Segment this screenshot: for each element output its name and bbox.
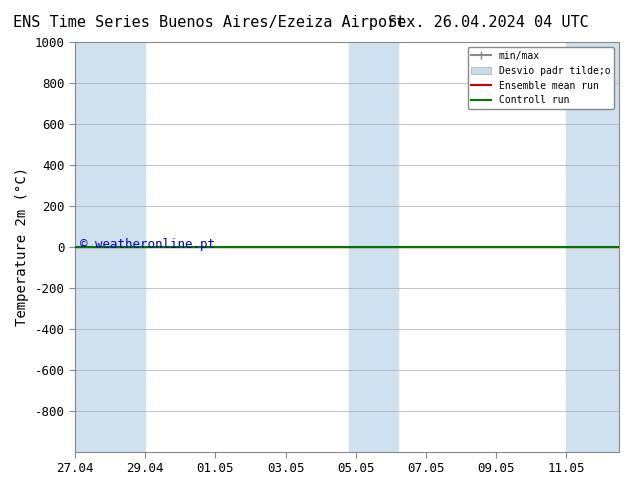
Y-axis label: Temperature 2m (°C): Temperature 2m (°C) <box>15 167 29 326</box>
Bar <box>72 42 145 452</box>
Bar <box>566 42 623 452</box>
Bar <box>349 42 398 452</box>
Text: © weatheronline.pt: © weatheronline.pt <box>81 238 216 251</box>
Text: Sex. 26.04.2024 04 UTC: Sex. 26.04.2024 04 UTC <box>388 15 588 30</box>
Text: ENS Time Series Buenos Aires/Ezeiza Airport: ENS Time Series Buenos Aires/Ezeiza Airp… <box>13 15 405 30</box>
Legend: min/max, Desvio padr tilde;o, Ensemble mean run, Controll run: min/max, Desvio padr tilde;o, Ensemble m… <box>467 47 614 109</box>
